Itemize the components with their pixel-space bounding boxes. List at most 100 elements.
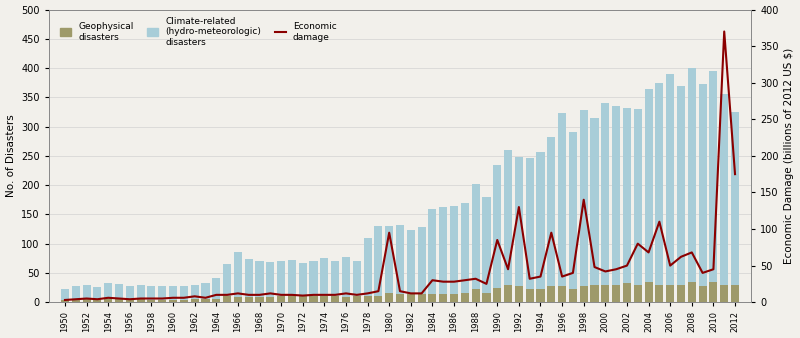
Bar	[655, 285, 663, 302]
Bar	[471, 184, 480, 289]
Bar	[558, 113, 566, 286]
Bar	[266, 297, 274, 302]
Bar	[439, 207, 447, 294]
Bar	[94, 300, 102, 302]
Legend: Geophysical
disasters, Climate-related
(hydro-meteorologic)
disasters, Economic
: Geophysical disasters, Climate-related (…	[56, 13, 341, 51]
Bar	[126, 300, 134, 302]
Bar	[277, 296, 285, 302]
Bar	[439, 294, 447, 302]
Bar	[277, 261, 285, 296]
Bar	[94, 287, 102, 300]
Bar	[645, 282, 653, 302]
Bar	[406, 230, 415, 294]
Bar	[331, 261, 339, 296]
Bar	[223, 296, 231, 302]
Bar	[288, 260, 296, 295]
Bar	[396, 225, 404, 294]
Bar	[590, 118, 598, 285]
Bar	[82, 299, 90, 302]
Bar	[482, 293, 490, 302]
Bar	[515, 286, 523, 302]
Bar	[612, 285, 620, 302]
Bar	[612, 106, 620, 285]
Bar	[677, 86, 685, 285]
Bar	[710, 282, 718, 302]
Bar	[623, 284, 631, 302]
Bar	[710, 71, 718, 282]
Bar	[255, 261, 263, 297]
Bar	[234, 297, 242, 302]
Bar	[245, 297, 253, 302]
Bar	[126, 286, 134, 300]
Bar	[72, 286, 80, 299]
Bar	[547, 286, 555, 302]
Bar	[147, 286, 155, 300]
Y-axis label: No. of Disasters: No. of Disasters	[6, 115, 15, 197]
Bar	[569, 132, 577, 289]
Bar	[450, 294, 458, 302]
Bar	[698, 286, 706, 302]
Bar	[298, 295, 306, 302]
Bar	[461, 293, 469, 302]
Bar	[666, 74, 674, 285]
Bar	[320, 258, 329, 296]
Bar	[169, 286, 177, 300]
Bar	[537, 289, 545, 302]
Bar	[731, 112, 739, 285]
Bar	[602, 103, 610, 285]
Y-axis label: Economic Damage (billions of 2012 US $): Economic Damage (billions of 2012 US $)	[785, 48, 794, 264]
Bar	[158, 286, 166, 300]
Bar	[298, 263, 306, 295]
Bar	[634, 109, 642, 285]
Bar	[526, 158, 534, 289]
Bar	[406, 294, 415, 302]
Bar	[731, 285, 739, 302]
Bar	[169, 300, 177, 302]
Bar	[374, 226, 382, 296]
Bar	[590, 285, 598, 302]
Bar	[310, 296, 318, 302]
Bar	[396, 294, 404, 302]
Bar	[569, 289, 577, 302]
Bar	[180, 286, 188, 300]
Bar	[688, 282, 696, 302]
Bar	[526, 289, 534, 302]
Bar	[202, 299, 210, 302]
Bar	[72, 299, 80, 302]
Bar	[418, 294, 426, 302]
Bar	[115, 284, 123, 299]
Bar	[580, 286, 588, 302]
Bar	[504, 285, 512, 302]
Bar	[515, 157, 523, 286]
Bar	[202, 283, 210, 299]
Bar	[190, 285, 198, 299]
Bar	[288, 295, 296, 302]
Bar	[374, 296, 382, 302]
Bar	[342, 257, 350, 297]
Bar	[688, 68, 696, 282]
Bar	[342, 297, 350, 302]
Bar	[580, 110, 588, 286]
Bar	[666, 285, 674, 302]
Bar	[558, 286, 566, 302]
Bar	[363, 238, 372, 296]
Bar	[385, 293, 394, 302]
Bar	[147, 300, 155, 302]
Bar	[223, 264, 231, 296]
Bar	[137, 299, 145, 302]
Bar	[645, 89, 653, 282]
Bar	[266, 262, 274, 297]
Bar	[720, 285, 728, 302]
Bar	[158, 300, 166, 302]
Bar	[82, 285, 90, 299]
Bar	[461, 203, 469, 293]
Bar	[720, 94, 728, 285]
Bar	[385, 226, 394, 293]
Bar	[428, 209, 437, 294]
Bar	[602, 285, 610, 302]
Bar	[471, 289, 480, 302]
Bar	[245, 260, 253, 297]
Bar	[331, 296, 339, 302]
Bar	[494, 288, 502, 302]
Bar	[655, 83, 663, 285]
